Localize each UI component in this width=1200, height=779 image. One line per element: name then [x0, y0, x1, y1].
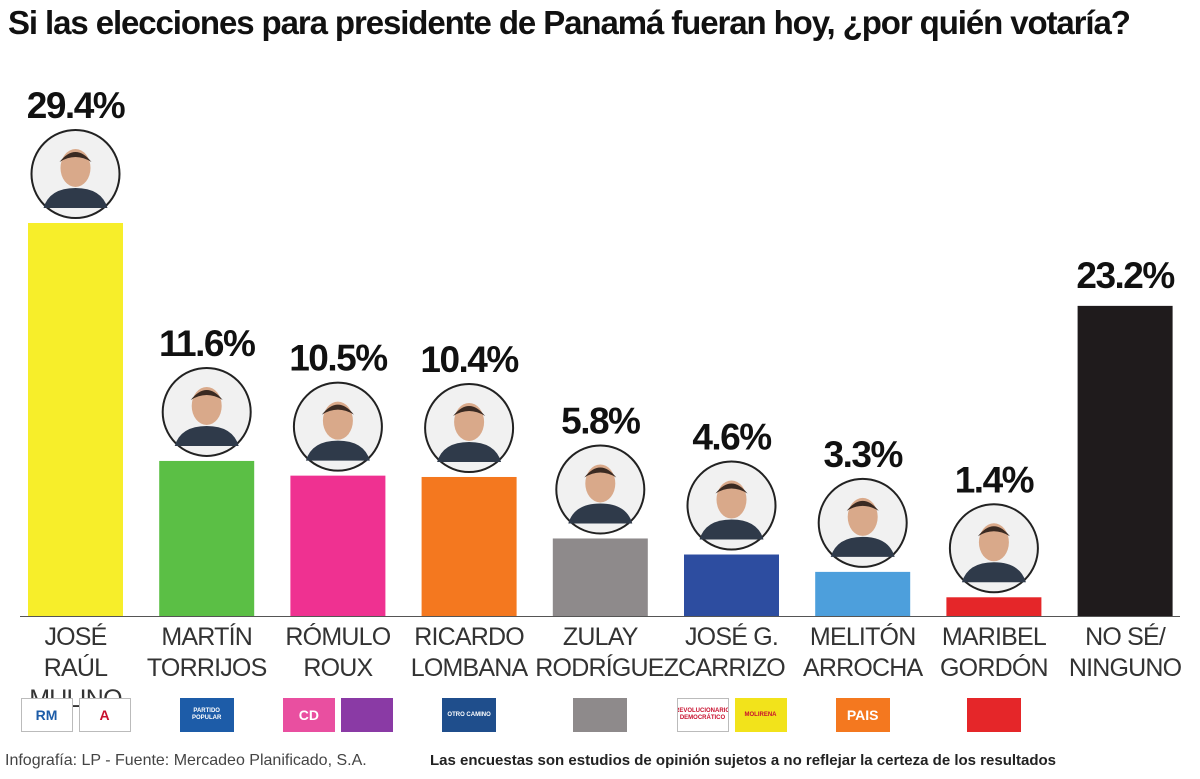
rm-logo: RM	[20, 698, 73, 732]
value-label-8: 23.2%	[1076, 255, 1174, 296]
molirena-logo: MOLIRENA	[734, 698, 787, 732]
otro-camino-logo: OTRO CAMINO	[442, 698, 497, 732]
bar-1	[159, 460, 255, 616]
cambio-democratico-logo-text: CD	[298, 706, 319, 723]
value-label-7: 1.4%	[955, 459, 1034, 500]
category-label-4: ZULAY RODRÍGUEZ	[535, 622, 679, 684]
value-label-2: 10.5%	[289, 338, 387, 379]
rm-logo-text: RM	[35, 706, 58, 723]
category-label-6: MELITÓN ARROCHA	[798, 622, 928, 684]
pais-logo: PAIS	[835, 698, 890, 732]
bar-8	[1077, 305, 1173, 616]
bar-7	[946, 597, 1042, 616]
category-label-line: NO SÉ/	[1085, 623, 1166, 651]
category-label-line: TORRIJOS	[146, 654, 267, 682]
value-label-0: 29.4%	[27, 85, 125, 126]
category-label-line: MELITÓN	[809, 623, 916, 651]
value-label-3: 10.4%	[420, 339, 518, 380]
category-label-line: JOSÉ RAÚL	[43, 623, 108, 682]
chart-title: Si las elecciones para presidente de Pan…	[8, 4, 1131, 41]
secondary-party-logo	[340, 698, 393, 732]
category-label-line: RÓMULO	[285, 623, 391, 651]
candidate-photo-4	[555, 444, 646, 535]
partido-popular-logo: PARTIDO POPULAR	[179, 698, 234, 732]
footer-credit: Infografía: LP - Fuente: Mercadeo Planif…	[5, 752, 367, 769]
value-label-6: 3.3%	[824, 434, 903, 475]
category-label-8: NO SÉ/NINGUNO	[1060, 622, 1190, 684]
category-label-line: RICARDO	[414, 623, 524, 651]
candidate-photo-7	[948, 503, 1039, 594]
category-label-line: MARIBEL	[941, 623, 1047, 651]
independent-red-swatch	[966, 698, 1021, 732]
molirena-logo-text: MOLIRENA	[744, 711, 777, 718]
category-label-3: RICARDO LOMBANA	[404, 622, 534, 684]
category-label-line: CARRIZO	[678, 654, 786, 682]
independent-grey-swatch	[573, 698, 628, 732]
candidate-photo-2	[292, 381, 383, 472]
bar-2	[290, 475, 386, 616]
bar-3	[421, 476, 517, 616]
alianza-logo-text: A	[99, 706, 110, 723]
prd-logo-text: REVOLUCIONARIO DEMOCRÁTICO	[676, 708, 729, 721]
category-label-line: JOSÉ G.	[684, 623, 779, 651]
bar-5	[684, 554, 779, 616]
category-label-line: RODRÍGUEZ	[535, 654, 679, 682]
bar-0	[28, 223, 123, 616]
category-label-line: ROUX	[303, 654, 373, 682]
category-label-line: ARROCHA	[802, 654, 923, 682]
category-label-5: JOSÉ G. CARRIZO	[667, 622, 797, 684]
alianza-logo: A	[78, 698, 131, 732]
candidate-photo-6	[817, 477, 908, 568]
category-label-line: LOMBANA	[410, 654, 528, 682]
candidate-photo-3	[424, 382, 515, 473]
value-label-1: 11.6%	[159, 323, 255, 364]
category-label-line: ZULAY	[562, 623, 639, 651]
value-label-5: 4.6%	[692, 417, 771, 458]
pais-logo-text: PAIS	[846, 706, 879, 723]
category-label-1: MARTÍN TORRIJOS	[142, 622, 272, 684]
bar-chart: 29.4% 11.6% 10.5% 10.4% 5.8% 4.6% 3.3% 1.4% 23.2…	[20, 85, 1180, 617]
cambio-democratico-logo: CD	[282, 698, 335, 732]
candidate-photo-1	[161, 366, 252, 457]
value-label-4: 5.8%	[561, 400, 640, 441]
candidate-photo-5	[686, 460, 777, 551]
category-label-line: NINGUNO	[1068, 654, 1182, 682]
category-label-2: RÓMULO ROUX	[273, 622, 403, 684]
category-label-7: MARIBEL GORDÓN	[929, 622, 1059, 684]
prd-logo: REVOLUCIONARIO DEMOCRÁTICO	[676, 698, 729, 732]
category-label-line: GORDÓN	[940, 654, 1049, 682]
bar-4	[552, 538, 648, 616]
bar-6	[815, 571, 911, 616]
partido-popular-logo-text: PARTIDO POPULAR	[192, 708, 222, 721]
footer-disclaimer: Las encuestas son estudios de opinión su…	[430, 752, 1057, 769]
otro-camino-logo-text: OTRO CAMINO	[447, 711, 491, 718]
candidate-photo-0	[30, 129, 121, 219]
category-label-line: MARTÍN	[161, 623, 252, 651]
